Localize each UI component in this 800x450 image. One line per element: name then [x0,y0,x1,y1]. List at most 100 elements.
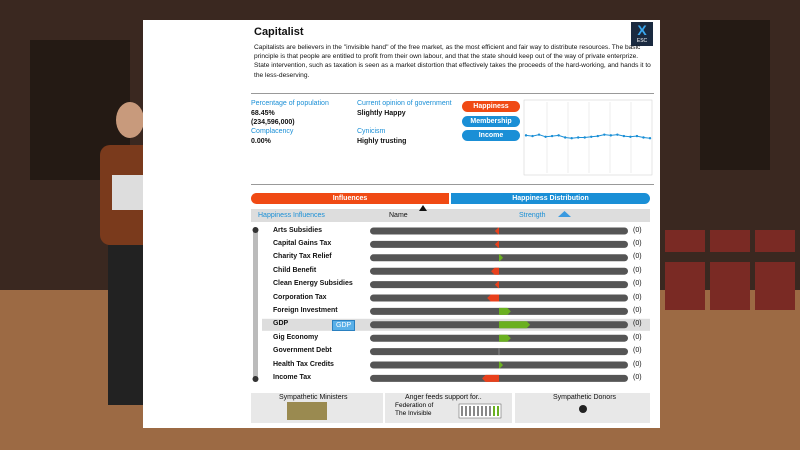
row-name[interactable]: Capital Gains Tax [273,239,332,247]
close-icon: X [637,22,647,38]
tab-button[interactable]: Happiness [462,101,520,112]
row-score: (0) [633,266,642,274]
stat-label: Percentage of population [251,100,329,107]
row-name[interactable]: Corporation Tax [273,293,327,301]
anger-tick [493,406,495,416]
anger-tick [465,406,467,416]
table-header [251,209,650,222]
strength-bar [494,227,499,235]
row-name[interactable]: GDP [273,320,289,328]
minister-portraits [287,402,327,420]
anger-tick [481,406,483,416]
strength-bar [494,240,499,248]
strength-bar [499,321,531,329]
happiness-point [583,136,586,139]
row-score: (0) [633,347,642,355]
happiness-point [550,134,554,138]
row-name[interactable]: Arts Subsidies [273,226,323,234]
header-label[interactable]: Name [389,212,408,219]
strength-bar [499,361,504,369]
happiness-point [603,133,606,136]
row-name[interactable]: Child Benefit [273,266,317,274]
happiness-point [557,134,560,137]
row-score: (0) [633,293,642,301]
anger-tick [477,406,479,416]
row-score: (0) [633,239,642,247]
row-score: (0) [633,333,642,341]
strength-bar [499,307,511,315]
happiness-point [544,135,547,138]
row-name[interactable]: Income Tax [273,373,311,381]
row-name[interactable]: Government Debt [273,347,332,355]
stat-value: Slightly Happy [357,110,406,117]
row-name[interactable]: Foreign Investment [273,306,338,314]
strength-bar [487,294,499,302]
happiness-point [563,136,567,139]
row-name[interactable]: Gig Economy [273,333,319,341]
sort-arrow[interactable] [419,205,427,211]
divider [251,184,654,185]
happiness-point [596,134,599,138]
anger-tick [461,406,463,416]
row-score: (0) [633,253,642,261]
happiness-point [590,135,593,138]
anger-tick [489,406,491,416]
stat-label: Cynicism [357,128,386,135]
happiness-point [524,134,528,137]
scrollbar[interactable] [253,228,258,382]
anger-tick [469,406,471,416]
happiness-point [635,134,639,138]
anger-tick [485,406,487,416]
strength-bar [499,334,511,342]
tab-button[interactable]: Income [462,130,520,141]
strength-bar [482,374,499,382]
tab[interactable]: Influences [251,193,449,204]
row-name[interactable]: Charity Tax Relief [273,253,332,261]
stat-value: 0.00% [251,138,271,145]
happiness-point [622,134,626,138]
happiness-point [537,133,541,136]
stat-value: 68.45% [251,110,275,117]
header-label[interactable]: Happiness Influences [258,212,325,219]
row-score: (0) [633,373,642,381]
sort-arrow[interactable] [558,211,571,217]
scroll-down[interactable] [252,376,259,382]
scroll-up[interactable] [252,227,259,233]
tooltip: GDP [332,319,356,331]
stat-value: (234,596,000) [251,119,295,126]
anger-tick [473,406,475,416]
close-hint: ESC [636,38,648,44]
header-label[interactable]: Strength [519,212,546,219]
row-score: (0) [633,280,642,288]
row-score: (0) [633,320,642,328]
happiness-point [648,137,652,140]
group-panel: Capitalist X ESC Capitalists are believe… [143,20,660,428]
happiness-point [609,134,613,137]
happiness-point [570,137,573,140]
title: Capitalist [254,26,304,38]
tab[interactable]: Happiness Distribution [451,193,650,204]
strength-bar [498,348,500,356]
footer-label: Sympathetic Donors [553,394,617,401]
row-name[interactable]: Health Tax Credits [273,360,334,368]
happiness-point [531,134,534,138]
footer-label: Sympathetic Ministers [279,394,348,401]
strength-bar [499,254,504,262]
divider [251,93,654,94]
panel-graphics [252,99,653,420]
donor-portrait [579,405,587,413]
close-button[interactable]: X ESC [631,22,653,46]
stat-label: Complacency [251,128,294,135]
tab-button[interactable]: Membership [462,116,520,127]
happiness-point [629,135,632,138]
row-score: (0) [633,306,642,314]
happiness-point [616,133,619,136]
stat-label: Current opinion of government [357,100,452,107]
strength-bar [491,267,499,275]
row-score: (0) [633,226,642,234]
row-name[interactable]: Clean Energy Subsidies [273,280,353,288]
party-name[interactable]: Federation of The Invisible [395,402,434,417]
description: Capitalists are believers in the "invisi… [254,44,651,79]
strength-bar [494,281,499,289]
